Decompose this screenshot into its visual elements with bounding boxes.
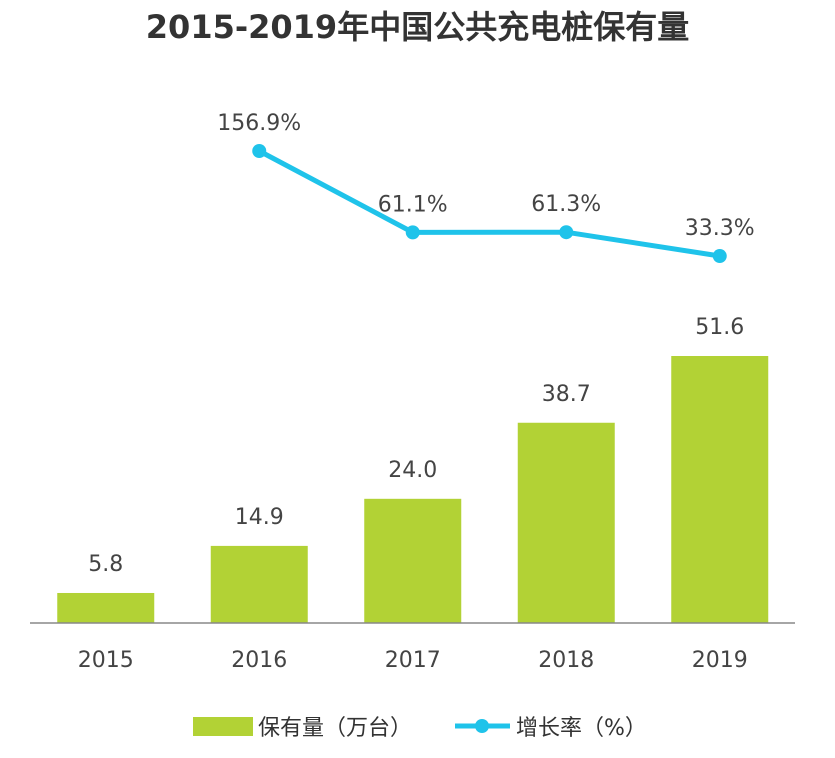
growth-label-2018: 61.3% [531,192,601,217]
growth-line-series: 156.9% 61.1% 61.3% 33.3% [217,111,755,263]
growth-line [258,148,721,259]
growth-point-2017 [405,225,420,240]
growth-label-2016: 156.9% [217,111,301,136]
x-tick-2016: 2016 [231,648,287,673]
bar-2017 [364,498,462,623]
bar-2019 [671,356,769,623]
x-axis-ticks: 2015 2016 2017 2018 2019 [78,648,748,673]
x-tick-2019: 2019 [692,648,748,673]
bar-value-labels: 5.8 14.9 24.0 38.7 51.6 [88,315,744,577]
growth-label-2017: 61.1% [378,192,448,217]
bar-label-2015: 5.8 [88,552,123,577]
x-tick-2015: 2015 [78,648,134,673]
growth-point-2019 [712,249,727,263]
bar-series [57,356,769,623]
bar-2018 [517,422,615,623]
bar-label-2019: 51.6 [695,315,744,340]
growth-label-2019: 33.3% [685,216,755,241]
legend-label-line: 增长率（%） [516,716,647,741]
legend: 保有量（万台） 增长率（%） [193,716,647,741]
legend-swatch-marker [475,719,489,733]
growth-point-2016 [252,144,267,158]
legend-label-bar: 保有量（万台） [258,716,412,741]
legend-swatch-bar [193,717,253,736]
bar-label-2018: 38.7 [542,382,591,407]
bar-label-2017: 24.0 [388,458,437,483]
growth-point-2018 [559,225,574,240]
x-tick-2018: 2018 [538,648,594,673]
chart-title: 2015-2019年中国公共充电桩保有量 [145,8,690,46]
bar-2016 [210,545,308,623]
bar-2015 [57,592,155,623]
bar-label-2016: 14.9 [235,505,284,530]
x-tick-2017: 2017 [385,648,441,673]
